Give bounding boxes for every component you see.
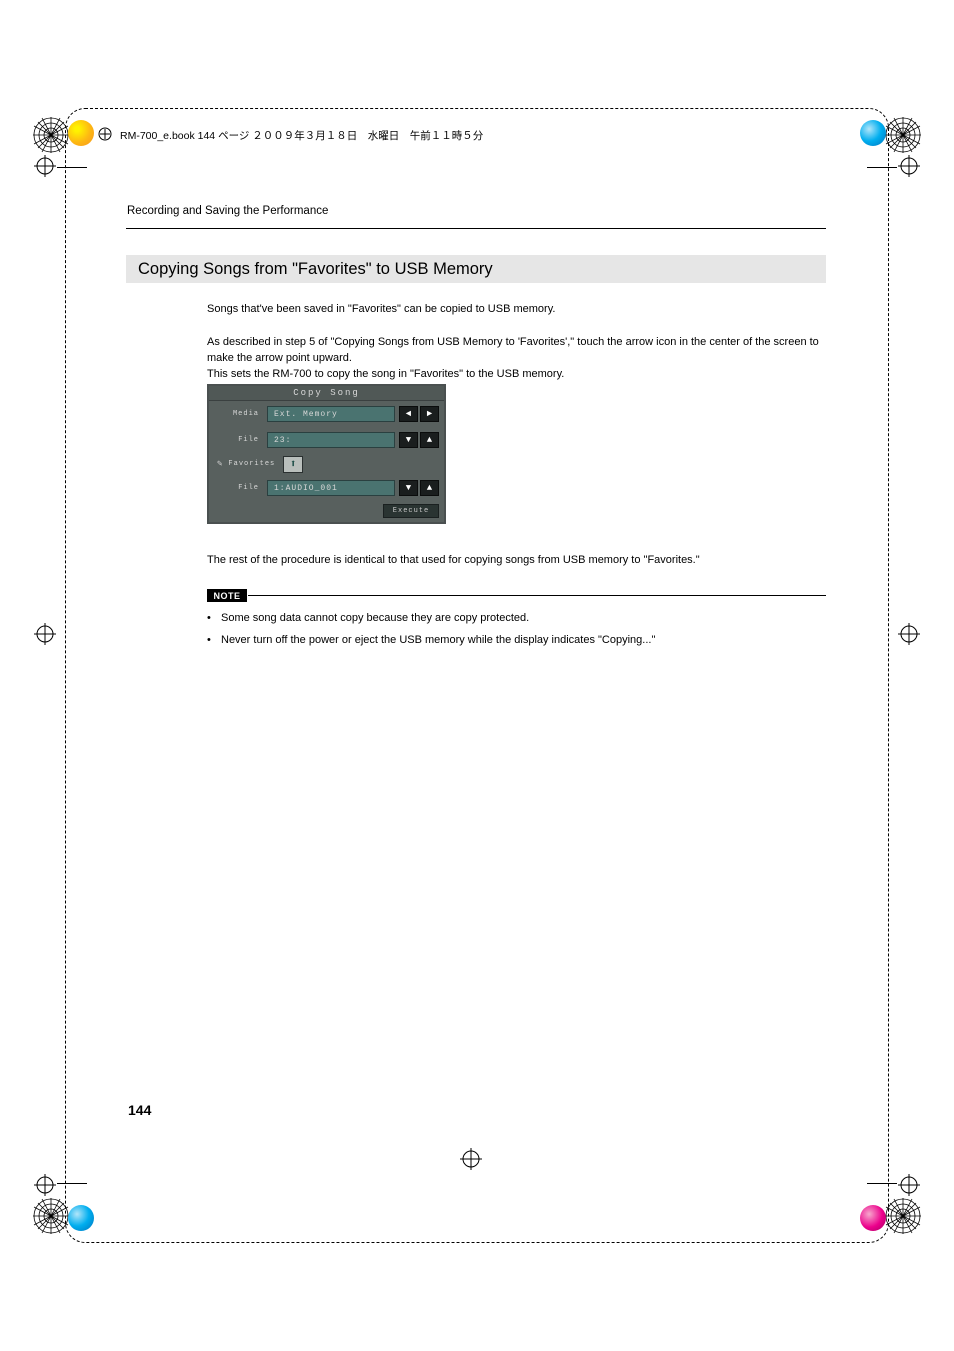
paragraph-2: As described in step 5 of "Copying Songs…: [207, 335, 825, 367]
registration-mark-right: [898, 623, 920, 645]
media-prev-button[interactable]: ◄: [399, 406, 418, 422]
copy-song-dialog: Copy Song Media Ext. Memory ◄ ► File 23:…: [207, 384, 446, 524]
file2-row: File 1:AUDIO_001 ▼ ▲: [209, 475, 444, 501]
registration-mark-left: [34, 623, 56, 645]
execute-row: Execute: [209, 501, 444, 522]
page-title-bar: Copying Songs from "Favorites" to USB Me…: [126, 255, 826, 283]
file1-down-button[interactable]: ▼: [399, 432, 418, 448]
copy-song-title: Copy Song: [209, 386, 444, 401]
file2-field[interactable]: 1:AUDIO_001: [267, 480, 395, 496]
book-header: RM-700_e.book 144 ページ ２００９年３月１８日 水曜日 午前１…: [96, 127, 483, 144]
registration-mark-bl2: [34, 1174, 56, 1196]
bullet-icon: •: [207, 634, 221, 646]
execute-label: Execute: [393, 507, 429, 515]
file2-value: 1:AUDIO_001: [274, 484, 338, 493]
file2-down-button[interactable]: ▼: [399, 480, 418, 496]
media-value: Ext. Memory: [274, 410, 338, 419]
favorites-label: Favorites: [228, 460, 275, 468]
note-list: •Some song data cannot copy because they…: [207, 612, 655, 656]
radial-mark-tl: [33, 117, 69, 153]
note-item-2-text: Never turn off the power or eject the US…: [221, 634, 655, 646]
file1-field[interactable]: 23:: [267, 432, 395, 448]
note-item-1: •Some song data cannot copy because they…: [207, 612, 655, 624]
file1-row: File 23: ▼ ▲: [209, 427, 444, 453]
note-badge: NOTE: [207, 589, 247, 602]
note-item-2: •Never turn off the power or eject the U…: [207, 634, 655, 646]
file2-label: File: [209, 484, 267, 492]
registration-mark-tr2: [898, 155, 920, 177]
note-item-1-text: Some song data cannot copy because they …: [221, 612, 529, 624]
file1-up-button[interactable]: ▲: [420, 432, 439, 448]
note-rule: [248, 595, 826, 596]
book-icon: [96, 127, 114, 144]
paragraph-3: This sets the RM-700 to copy the song in…: [207, 367, 825, 383]
section-header-rule: [126, 228, 826, 229]
direction-up-button[interactable]: ⬆: [283, 456, 303, 473]
file2-up-button[interactable]: ▲: [420, 480, 439, 496]
file1-value: 23:: [274, 436, 291, 445]
registration-mark-br2: [898, 1174, 920, 1196]
registration-mark-tl2: [34, 155, 56, 177]
media-field[interactable]: Ext. Memory: [267, 406, 395, 422]
radial-mark-bl: [33, 1198, 69, 1234]
page-title: Copying Songs from "Favorites" to USB Me…: [138, 260, 493, 279]
paragraph-4: The rest of the procedure is identical t…: [207, 553, 825, 569]
file1-label: File: [209, 436, 267, 444]
paragraph-1: Songs that've been saved in "Favorites" …: [207, 302, 825, 318]
favorites-row: ✎ Favorites ⬆: [209, 453, 444, 475]
section-header: Recording and Saving the Performance: [127, 205, 328, 217]
media-label: Media: [209, 410, 267, 418]
pencil-icon: ✎: [217, 459, 222, 469]
page-number: 144: [128, 1102, 151, 1118]
book-ref-text: RM-700_e.book 144 ページ ２００９年３月１８日 水曜日 午前１…: [120, 128, 483, 143]
note-label: NOTE: [213, 591, 240, 601]
radial-mark-tr: [885, 117, 921, 153]
media-row: Media Ext. Memory ◄ ►: [209, 401, 444, 427]
radial-mark-br: [885, 1198, 921, 1234]
bullet-icon: •: [207, 612, 221, 624]
execute-button[interactable]: Execute: [383, 504, 439, 518]
media-next-button[interactable]: ►: [420, 406, 439, 422]
